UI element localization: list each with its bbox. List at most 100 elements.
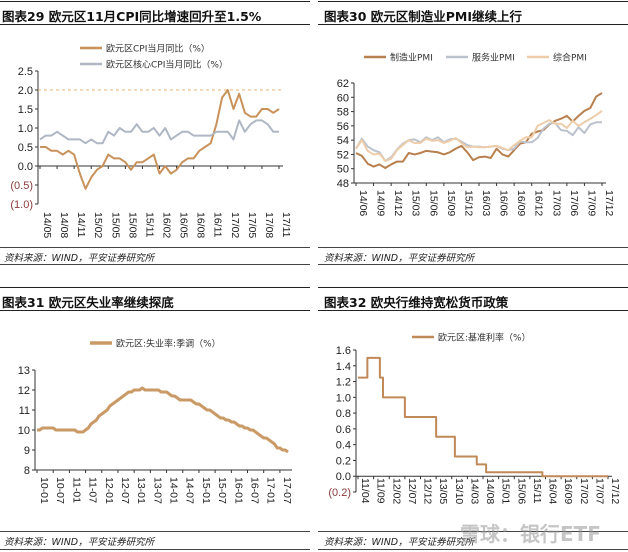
x-tick-label: 14/12 <box>392 190 404 216</box>
watermark: 雪球：银行ETF <box>460 522 601 546</box>
legend-label: 欧元区:失业率:季调（%） <box>116 338 221 350</box>
x-tick-label: 17/11 <box>280 212 292 238</box>
title-rule <box>0 310 310 311</box>
chart-32-title: 图表32 欧央行维持宽松货币政策 <box>324 295 509 310</box>
x-tick-label: 16/03 <box>480 190 492 216</box>
y-tick-label: 1.6 <box>336 345 351 357</box>
y-tick-label: 0.2 <box>336 455 351 467</box>
x-tick-label: 17/03 <box>550 190 562 216</box>
y-tick-label: (1.0) <box>10 199 33 211</box>
y-tick-label: 62 <box>337 78 349 90</box>
series-line-0 <box>358 356 608 478</box>
x-tick-label: 17/12 <box>603 190 615 216</box>
x-tick-label: 14/08 <box>58 212 70 238</box>
x-tick-label: 11/04 <box>359 478 371 504</box>
series-line-1 <box>39 119 279 145</box>
x-tick-label: 14/08 <box>484 478 496 504</box>
y-tick-label: 1.0 <box>336 392 351 404</box>
y-tick-label: 48 <box>337 178 349 190</box>
x-tick-label: 16/12 <box>533 190 545 216</box>
x-tick-label: 16/02 <box>161 212 173 238</box>
chart-32-source: 资料来源：WIND，平安证券研究所 <box>324 537 475 548</box>
source-rule <box>0 549 310 550</box>
y-tick-label: 8 <box>24 465 30 477</box>
x-tick-label: 11-01 <box>70 477 82 503</box>
y-tick-label: 0.5 <box>18 142 33 154</box>
legend-label: 欧元区:基准利率（%） <box>438 332 531 344</box>
legend-label: 欧元区核心CPI当月同比（%） <box>106 59 228 71</box>
x-tick-label: 16-01 <box>232 477 244 504</box>
x-tick-label: 12-07 <box>119 477 131 504</box>
y-tick-label: 13 <box>18 365 30 377</box>
x-tick-label: 15/12 <box>462 190 474 216</box>
chart-30-source: 资料来源：WIND，平安证券研究所 <box>324 253 475 264</box>
y-tick-label: 9 <box>24 445 30 457</box>
x-tick-label: 15/01 <box>500 478 512 504</box>
source-rule <box>0 264 310 265</box>
x-tick-label: 17/07 <box>593 478 605 504</box>
title-rule <box>0 24 310 25</box>
x-tick-label: 17/02 <box>578 478 590 504</box>
source-rule <box>318 264 628 265</box>
x-tick-label: 17-07 <box>281 477 293 504</box>
x-tick-label: 17/08 <box>263 212 275 238</box>
chart-3: 1.6 1.4 1.2 1.0 0.8 0.6 0.4 0.2 0.0 (0.2) 11/04 11/… <box>328 332 621 505</box>
x-tick-label: 13-07 <box>151 477 163 504</box>
x-tick-label: 10-07 <box>54 477 66 504</box>
source-rule <box>0 247 310 248</box>
series-line-0 <box>37 386 289 454</box>
y-tick-label: 0.8 <box>336 408 351 420</box>
x-tick-label: 14/06 <box>357 190 369 216</box>
y-tick-label: 56 <box>337 121 349 133</box>
x-tick-label: 13/05 <box>437 478 449 504</box>
chart-29-source: 资料来源：WIND，平安证券研究所 <box>4 253 155 264</box>
x-tick-label: 15/02 <box>92 212 104 238</box>
y-tick-label: 1.2 <box>336 377 351 389</box>
x-tick-label: 15/09 <box>445 190 457 216</box>
x-tick-label: 15/06 <box>515 478 527 504</box>
y-tick-label: 2.5 <box>18 66 33 78</box>
series-line-0 <box>40 89 280 190</box>
y-tick-label: 12 <box>18 385 30 397</box>
x-tick-label: 14-07 <box>184 477 196 504</box>
x-tick-label: 12-01 <box>103 477 115 504</box>
x-tick-label: 17/09 <box>585 190 597 216</box>
y-tick-label: 2.0 <box>18 85 33 97</box>
y-tick-label: 0.4 <box>336 440 351 452</box>
source-rule <box>0 531 310 532</box>
top-rule <box>318 287 628 288</box>
chart-2: 13 12 11 10 9 8 10-01 10-07 11-01 11-07 12-01 12-07… <box>18 338 293 505</box>
x-tick-label: 17-01 <box>265 477 277 504</box>
x-tick-label: 17/06 <box>568 190 580 216</box>
top-rule <box>0 287 310 288</box>
top-rule <box>318 1 628 2</box>
x-tick-label: 14-01 <box>168 477 180 504</box>
chart-31-title: 图表31 欧元区失业率继续探底 <box>2 295 174 310</box>
x-tick-label: 15/06 <box>427 190 439 216</box>
x-tick-label: 14/03 <box>468 478 480 504</box>
y-tick-label: 11 <box>19 405 30 417</box>
x-tick-label: 13-01 <box>135 477 147 504</box>
legend-label: 服务业PMI <box>472 52 515 64</box>
x-tick-label: 14/05 <box>41 212 53 238</box>
x-tick-label: 16/08 <box>195 212 207 238</box>
x-tick-label: 11-07 <box>87 477 99 503</box>
chart-1: 62 60 58 56 54 52 50 48 14/06 14/09 14/12 15/03 15/0… <box>337 52 615 217</box>
x-tick-label: 12/02 <box>390 478 402 504</box>
chart-30-title: 图表30 欧元区制造业PMI继续上行 <box>324 9 522 24</box>
x-tick-label: 16-07 <box>249 477 261 504</box>
y-tick-label: 1.0 <box>18 123 33 135</box>
y-tick-label: 10 <box>18 425 30 437</box>
y-tick-label: 50 <box>337 164 349 176</box>
y-tick-label: 60 <box>337 92 349 104</box>
x-tick-label: 16/09 <box>515 190 527 216</box>
series-line-0 <box>355 92 603 169</box>
x-tick-label: 15/03 <box>410 190 422 216</box>
x-tick-label: 15/08 <box>126 212 138 238</box>
x-tick-label: 11/09 <box>375 478 387 504</box>
x-tick-label: 16/05 <box>178 212 190 238</box>
x-tick-label: 17/12 <box>609 478 621 504</box>
y-tick-label: 0.0 <box>18 161 33 173</box>
x-tick-label: 17/02 <box>229 212 241 238</box>
chart-31-source: 资料来源：WIND，平安证券研究所 <box>4 537 155 548</box>
